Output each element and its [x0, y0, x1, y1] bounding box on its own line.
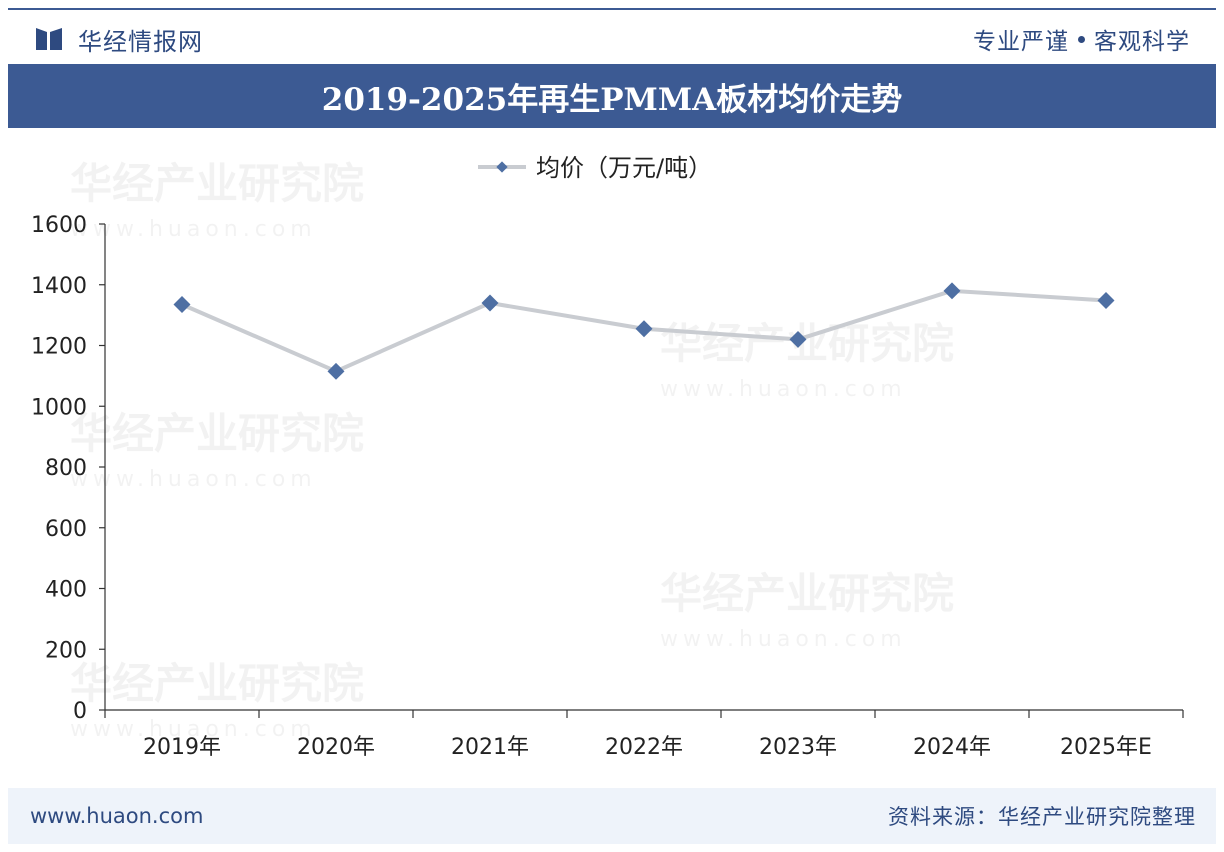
watermark-url: www.huaon.com: [70, 717, 317, 742]
data-point-marker: [635, 320, 653, 338]
slogan: 专业严谨 客观科学: [973, 22, 1190, 56]
watermark-text: 华经产业研究院: [660, 319, 954, 368]
data-point-marker: [481, 294, 499, 312]
watermarks: 华经产业研究院 www.huaon.com 华经产业研究院 www.huaon.com…: [70, 159, 954, 742]
y-tick-label: 0: [73, 699, 87, 724]
x-tick-label: 2020年: [297, 735, 375, 760]
y-tick-label: 1000: [31, 395, 87, 420]
x-tick-label: 2019年: [143, 735, 221, 760]
brand[interactable]: 华经情报网: [36, 22, 203, 56]
top-divider: [8, 8, 1216, 10]
data-point-marker: [173, 296, 191, 313]
watermark-text: 华经产业研究院: [70, 659, 364, 708]
y-tick-label: 800: [45, 456, 87, 481]
legend-label: 均价（万元/吨）: [536, 154, 712, 182]
legend-marker-sample: [496, 161, 508, 173]
chart-title: 2019-2025年再生PMMA板材均价走势: [321, 81, 903, 118]
footer: www.huaon.com 资料来源：华经产业研究院整理: [8, 788, 1216, 844]
watermark-url: www.huaon.com: [660, 627, 907, 652]
data-point-marker: [327, 362, 345, 380]
x-tick-label: 2024年: [913, 735, 991, 760]
y-tick-label: 200: [45, 638, 87, 663]
y-tick-label: 1400: [31, 274, 87, 299]
y-tick-label: 600: [45, 517, 87, 542]
axes: 0 200 400 600 800 1000 1200 1400 1600 2019年 2020年 2…: [31, 213, 1184, 760]
line-chart: 华经产业研究院 www.huaon.com 华经产业研究院 www.huaon.com…: [31, 154, 1184, 760]
data-point-marker: [1097, 292, 1115, 310]
x-tick-label: 2021年: [451, 735, 529, 760]
x-tick-label: 2025年E: [1060, 735, 1152, 760]
title-bar: 2019-2025年再生PMMA板材均价走势: [8, 64, 1216, 128]
series: [173, 282, 1115, 380]
y-tick-label: 1600: [31, 213, 87, 238]
slogan-right: 客观科学: [1094, 29, 1190, 55]
watermark-url: www.huaon.com: [660, 377, 907, 402]
watermark-text: 华经产业研究院: [70, 409, 364, 458]
x-tick-label: 2023年: [759, 735, 837, 760]
footer-source: 资料来源：华经产业研究院整理: [888, 805, 1196, 829]
data-point-marker: [789, 330, 807, 348]
watermark-text: 华经产业研究院: [660, 569, 954, 618]
watermark-url: www.huaon.com: [70, 467, 317, 492]
brand-name: 华经情报网: [78, 27, 203, 56]
slogan-left: 专业严谨: [973, 29, 1069, 55]
x-tick-label: 2022年: [605, 735, 683, 760]
legend: 均价（万元/吨）: [478, 154, 712, 182]
data-point-marker: [943, 282, 961, 300]
slogan-dot-icon: [1078, 35, 1085, 43]
y-tick-label: 1200: [31, 335, 87, 360]
watermark-text: 华经产业研究院: [70, 159, 364, 208]
footer-url[interactable]: www.huaon.com: [30, 804, 204, 828]
y-tick-label: 400: [45, 578, 87, 603]
brand-logo-icon: [36, 28, 62, 50]
watermark-url: www.huaon.com: [70, 217, 317, 242]
